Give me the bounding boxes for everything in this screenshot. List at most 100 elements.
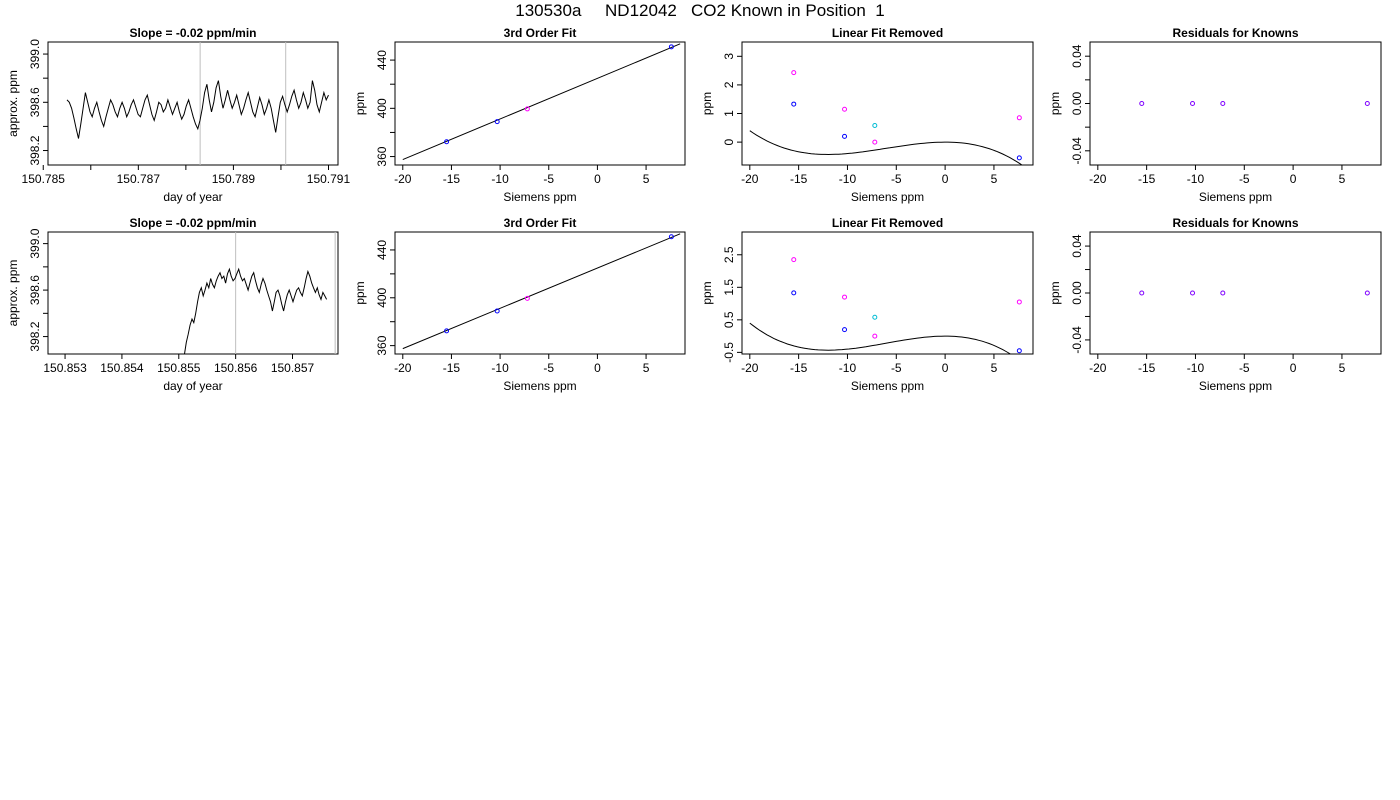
x-tick-label: -15	[443, 361, 461, 375]
data-point	[524, 106, 530, 112]
y-axis-label: approx. ppm	[6, 70, 20, 137]
x-tick-label: -5	[891, 172, 902, 186]
x-tick-label: 150.855	[157, 361, 201, 375]
x-tick-label: 150.856	[214, 361, 258, 375]
y-axis-label: ppm	[353, 92, 367, 115]
y-tick-label: 1.5	[722, 279, 736, 296]
fit-line	[402, 233, 681, 350]
y-axis-label: ppm	[700, 92, 714, 115]
panel-title: 3rd Order Fit	[504, 26, 577, 40]
data-point	[1364, 290, 1370, 296]
y-axis-label: ppm	[1048, 281, 1062, 304]
y-axis-label: approx. ppm	[6, 260, 20, 327]
y-tick-label: 0	[722, 138, 736, 145]
panel-title: Linear Fit Removed	[832, 216, 943, 230]
x-tick-label: -20	[741, 361, 759, 375]
y-tick-label: -0.5	[722, 342, 736, 363]
plot-frame	[1089, 41, 1382, 166]
chart-panel: Residuals for Knowns -20 -15 -10 -5 0 5 -0.04 0.…	[1048, 26, 1382, 204]
plot-frame	[47, 231, 339, 355]
x-axis-label: Siemens ppm	[851, 190, 924, 204]
x-axis-label: day of year	[163, 190, 222, 204]
series-line	[66, 80, 329, 139]
x-tick-label: 0	[942, 361, 949, 375]
chart-panel: Slope = -0.02 ppm/min 150.785 150.787 150.7…	[6, 26, 350, 204]
plot-frame	[1089, 231, 1382, 355]
chart-panel: 3rd Order Fit -20 -15 -10 -5 0 5 360 400 440 Sieme…	[353, 216, 686, 393]
x-tick-label: -15	[1138, 361, 1156, 375]
data-point	[1016, 115, 1022, 121]
y-axis-label: ppm	[1048, 92, 1062, 115]
x-tick-label: -10	[1187, 172, 1205, 186]
x-axis-label: day of year	[163, 379, 222, 393]
fit-curve	[749, 322, 1012, 354]
y-tick-label: 398.6	[28, 87, 42, 117]
y-tick-label: 1	[722, 110, 736, 117]
x-tick-label: 0	[1290, 172, 1297, 186]
data-point	[1364, 101, 1370, 106]
data-point	[1016, 155, 1022, 161]
x-tick-label: 5	[1339, 172, 1346, 186]
data-point	[791, 290, 797, 296]
plot-frame	[741, 41, 1034, 166]
x-tick-label: -20	[1089, 172, 1107, 186]
x-tick-label: -20	[1089, 361, 1107, 375]
plot-area	[1139, 101, 1370, 106]
x-axis-label: Siemens ppm	[503, 190, 576, 204]
panel-title: Linear Fit Removed	[832, 26, 943, 40]
x-tick-label: -20	[741, 172, 759, 186]
x-tick-label: 150.854	[100, 361, 144, 375]
panel-title: Residuals for Knowns	[1172, 26, 1298, 40]
x-tick-label: 5	[643, 172, 650, 186]
plot-area	[66, 42, 329, 165]
data-point	[842, 106, 848, 112]
y-tick-label: 2	[722, 81, 736, 88]
y-tick-label: 398.6	[28, 275, 42, 305]
plot-area	[402, 43, 681, 161]
x-tick-label: 150.853	[43, 361, 87, 375]
x-tick-label: -5	[543, 172, 554, 186]
data-point	[791, 70, 797, 76]
panel-title: Slope = -0.02 ppm/min	[129, 26, 256, 40]
x-tick-label: -5	[1239, 361, 1250, 375]
x-tick-label: 5	[643, 361, 650, 375]
plot-area	[1139, 290, 1370, 296]
x-tick-label: -5	[543, 361, 554, 375]
data-point	[1220, 101, 1226, 106]
x-tick-label: 0	[1290, 361, 1297, 375]
panel-title: 3rd Order Fit	[504, 216, 577, 230]
data-point	[1190, 101, 1196, 106]
y-tick-label: 399.0	[28, 39, 42, 69]
x-tick-label: 0	[594, 361, 601, 375]
data-point	[791, 257, 797, 263]
chart-panel: Slope = -0.02 ppm/min 150.853 150.854 150.8…	[6, 216, 339, 393]
x-tick-label: 0	[594, 172, 601, 186]
plot-area	[402, 233, 681, 350]
x-tick-label: -20	[394, 361, 412, 375]
y-tick-label: 398.2	[28, 321, 42, 351]
data-point	[842, 327, 848, 333]
x-tick-label: -10	[839, 361, 857, 375]
panel-title: Residuals for Knowns	[1172, 216, 1298, 230]
data-point	[872, 333, 878, 339]
fit-line	[402, 43, 681, 161]
chart-panel: Linear Fit Removed -20 -15 -10 -5 0 5 -0.5 0.5 1.…	[700, 216, 1034, 393]
x-tick-label: -15	[443, 172, 461, 186]
y-tick-label: 400	[375, 98, 389, 118]
y-tick-label: 440	[375, 50, 389, 70]
data-point	[872, 139, 878, 145]
x-axis-label: Siemens ppm	[1199, 379, 1272, 393]
x-tick-label: 150.785	[22, 172, 66, 186]
y-tick-label: 0.00	[1070, 281, 1084, 305]
y-tick-label: 398.2	[28, 135, 42, 165]
plot-frame	[741, 231, 1034, 355]
y-tick-label: 3	[722, 53, 736, 60]
plot-frame	[47, 41, 339, 166]
y-tick-label: 2.5	[722, 246, 736, 263]
x-tick-label: -10	[491, 361, 509, 375]
x-tick-label: -10	[839, 172, 857, 186]
x-tick-label: 5	[991, 361, 998, 375]
x-axis-label: Siemens ppm	[1199, 190, 1272, 204]
x-axis-label: Siemens ppm	[503, 379, 576, 393]
x-tick-label: 150.787	[117, 172, 161, 186]
